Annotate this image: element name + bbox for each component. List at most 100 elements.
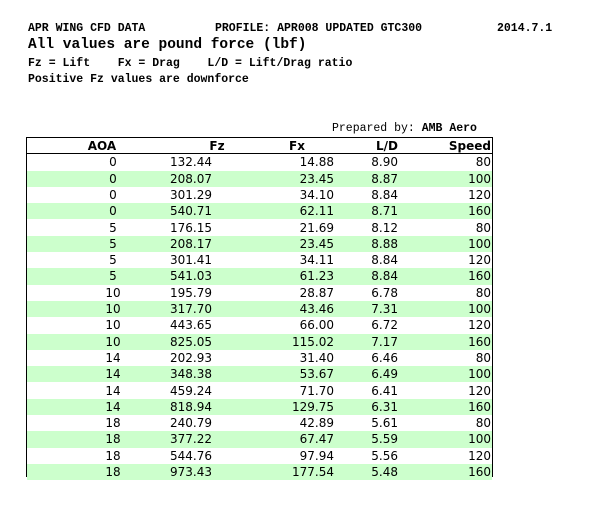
table-row: 10 317.70 43.46 7.31 100 — [27, 301, 492, 318]
table-cell: 80 — [475, 416, 491, 431]
table-cell: 43.46 — [299, 302, 334, 316]
table-cell: 0 — [109, 204, 117, 219]
table-row: 14 818.94 129.75 6.31 160 — [27, 398, 492, 416]
table-cell: 8.87 — [371, 171, 398, 186]
table-cell: 5 — [109, 236, 117, 251]
table-row: 5 541.03 61.23 8.84 160 — [27, 268, 492, 285]
table-cell: 14 — [105, 367, 121, 382]
table-cell: 195.79 — [170, 285, 212, 300]
table-cell: 5 — [109, 220, 117, 235]
table-cell: 120 — [468, 318, 491, 333]
table-cell: 21.69 — [299, 220, 334, 235]
table-cell: 120 — [468, 383, 491, 398]
column-header: Fz — [209, 139, 225, 153]
table-cell: 100 — [468, 432, 491, 447]
table-cell: 544.76 — [170, 448, 212, 463]
date: 2014.7.1 — [497, 22, 553, 35]
table-cell: 443.65 — [170, 318, 212, 333]
table-cell: 0 — [109, 187, 117, 202]
table-cell: 6.49 — [371, 367, 398, 382]
table-cell: 14.88 — [299, 155, 334, 170]
table-cell: 5 — [109, 269, 117, 284]
column-header: Fx — [289, 139, 305, 153]
table-cell: 973.43 — [170, 465, 212, 479]
data-table: AOA Fz Fx L/D Speed 0 132.44 14.88 8.90 80 0 208.07… — [26, 137, 493, 481]
table-cell: 8.84 — [371, 187, 398, 202]
table-cell: 160 — [468, 465, 491, 479]
table-cell: 825.05 — [170, 334, 212, 349]
table-cell: 459.24 — [170, 383, 212, 398]
table-cell: 317.70 — [170, 302, 212, 316]
table-cell: 31.40 — [299, 350, 334, 365]
table-cell: 6.72 — [371, 318, 398, 333]
table-cell: 6.41 — [371, 383, 398, 398]
table-cell: 301.29 — [170, 187, 212, 202]
column-header: Speed — [448, 139, 491, 153]
table-cell: 0 — [109, 171, 117, 186]
table-row: 5 208.17 23.45 8.88 100 — [27, 235, 492, 253]
table-cell: 5.48 — [371, 465, 398, 479]
table-cell: 100 — [468, 236, 491, 251]
table-row: 0 208.07 23.45 8.87 100 — [27, 170, 492, 187]
table-cell: 5.61 — [371, 416, 398, 431]
table-cell: 10 — [105, 334, 121, 349]
table-cell: 100 — [468, 367, 491, 382]
table-cell: 202.93 — [170, 350, 212, 365]
table-cell: 42.89 — [299, 416, 334, 431]
table-cell: 120 — [468, 448, 491, 463]
table-cell: 5.59 — [371, 432, 398, 447]
prepared-by: Prepared by: AMB Aero — [332, 122, 477, 135]
table-cell: 8.12 — [371, 220, 398, 235]
table-row: 10 195.79 28.87 6.78 80 — [27, 284, 492, 301]
table-cell: 18 — [105, 465, 121, 479]
table-cell: 80 — [475, 285, 491, 300]
table-cell: 14 — [105, 399, 121, 414]
table-row: 18 377.22 67.47 5.59 100 — [27, 431, 492, 448]
table-row: 14 202.93 31.40 6.46 80 — [27, 349, 492, 367]
table-row: 0 301.29 34.10 8.84 120 — [27, 186, 492, 204]
table-row: 5 301.41 34.11 8.84 120 — [27, 252, 492, 269]
table-cell: 132.44 — [170, 155, 212, 170]
table-cell: 10 — [105, 302, 121, 316]
table-row: 18 973.43 177.54 5.48 160 — [27, 464, 492, 481]
table-cell: 67.47 — [299, 432, 334, 447]
table-row: 0 132.44 14.88 8.90 80 — [27, 154, 492, 171]
table-cell: 18 — [105, 448, 121, 463]
table-row: 18 544.76 97.94 5.56 120 — [27, 447, 492, 464]
table-row: 14 459.24 71.70 6.41 120 — [27, 382, 492, 399]
table-row: 0 540.71 62.11 8.71 160 — [27, 203, 492, 220]
table-cell: 540.71 — [170, 204, 212, 219]
table-cell: 301.41 — [170, 253, 212, 268]
table-cell: 5 — [109, 253, 117, 268]
table-row: 10 443.65 66.00 6.72 120 — [27, 317, 492, 334]
table-cell: 28.87 — [299, 285, 334, 300]
sign-note: Positive Fz values are downforce — [28, 73, 249, 86]
table-cell: 97.94 — [299, 448, 334, 463]
table-cell: 53.67 — [299, 367, 334, 382]
table-cell: 208.07 — [170, 171, 212, 186]
table-cell: 100 — [468, 171, 491, 186]
table-cell: 348.38 — [170, 367, 212, 382]
column-header: AOA — [87, 139, 117, 153]
table-cell: 160 — [468, 269, 491, 284]
table-cell: 6.46 — [371, 350, 398, 365]
table-cell: 8.90 — [371, 155, 398, 170]
table-row: 14 348.38 53.67 6.49 100 — [27, 366, 492, 383]
table-cell: 80 — [475, 155, 491, 170]
table-cell: 818.94 — [170, 399, 212, 414]
header-row: AOA Fz Fx L/D Speed — [27, 138, 492, 155]
table-cell: 80 — [475, 350, 491, 365]
table-cell: 23.45 — [299, 171, 334, 186]
table-cell: 160 — [468, 204, 491, 219]
table-cell: 34.10 — [299, 187, 334, 202]
table-cell: 120 — [468, 187, 491, 202]
table-cell: 80 — [475, 220, 491, 235]
table-cell: 377.22 — [170, 432, 212, 447]
table-cell: 7.17 — [371, 334, 398, 349]
table-cell: 160 — [468, 334, 491, 349]
table-cell: 160 — [468, 399, 491, 414]
prepared-name: AMB Aero — [421, 122, 477, 135]
table-cell: 23.45 — [299, 236, 334, 251]
table-cell: 6.78 — [371, 285, 398, 300]
